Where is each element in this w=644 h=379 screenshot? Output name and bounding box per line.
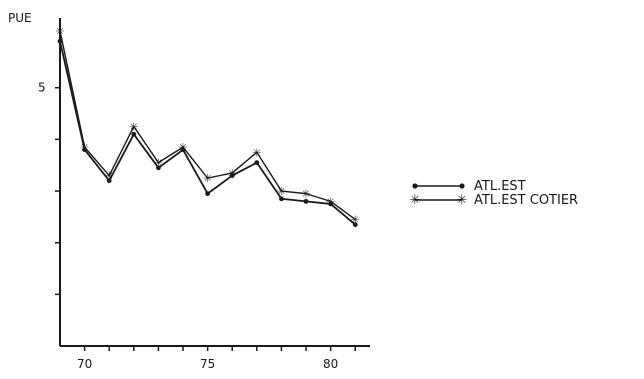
data-point: [82, 147, 88, 153]
legend-marker-end-atl-est-cotier: ✳: [457, 193, 468, 208]
series-line-atl-est-cotier: [59, 30, 356, 221]
legend-label-atl-est: ATL.EST: [474, 179, 526, 194]
data-point: [180, 147, 186, 153]
data-point: [205, 191, 211, 197]
legend-item-atl-est-cotier: ✳ ✳ ATL.EST COTIER: [410, 193, 579, 208]
series-line-atl-est: [59, 41, 356, 226]
legend-marker-start-atl-est-cotier: ✳: [410, 193, 421, 208]
data-point: [131, 131, 137, 137]
data-point: [229, 173, 235, 178]
x-tick-label: 80: [323, 357, 338, 371]
y-tick-label: 5: [38, 81, 46, 95]
data-point: [57, 38, 63, 44]
series-atl-est-cotier: ✳✳✳✳✳✳✳✳✳✳✳✳✳: [55, 25, 359, 227]
y-axis-label: PUE: [8, 11, 32, 25]
data-point: ✳: [203, 172, 212, 185]
y-axis-ticks: 5: [38, 81, 60, 296]
x-tick-label: 70: [77, 357, 92, 371]
data-point: ✳: [252, 146, 261, 159]
legend-marker-start-atl-est: [412, 183, 418, 189]
data-point: [106, 178, 112, 184]
series-atl-est: [57, 38, 358, 228]
data-point: ✳: [55, 25, 64, 38]
data-point: ✳: [351, 213, 360, 226]
data-point: [254, 160, 260, 166]
data-point: ✳: [154, 157, 163, 170]
x-axis-ticks: 70 75 80: [77, 346, 356, 371]
legend: ✳ ✳ ATL.EST COTIER ATL.EST: [410, 179, 579, 208]
data-point: ✳: [105, 170, 114, 183]
data-point: [156, 165, 161, 171]
legend-label-atl-est-cotier: ATL.EST COTIER: [474, 193, 578, 208]
x-tick-label: 75: [200, 357, 215, 371]
data-point: ✳: [129, 120, 138, 133]
data-point: ✳: [301, 188, 310, 201]
series-layer: ✳✳✳✳✳✳✳✳✳✳✳✳✳: [55, 25, 360, 228]
data-point: [328, 201, 334, 207]
data-point: [279, 196, 284, 202]
legend-item-atl-est: ATL.EST: [412, 179, 526, 194]
data-point: [352, 222, 358, 228]
data-point: [303, 198, 309, 204]
legend-marker-end-atl-est: [459, 183, 465, 189]
data-point: ✳: [277, 185, 286, 198]
